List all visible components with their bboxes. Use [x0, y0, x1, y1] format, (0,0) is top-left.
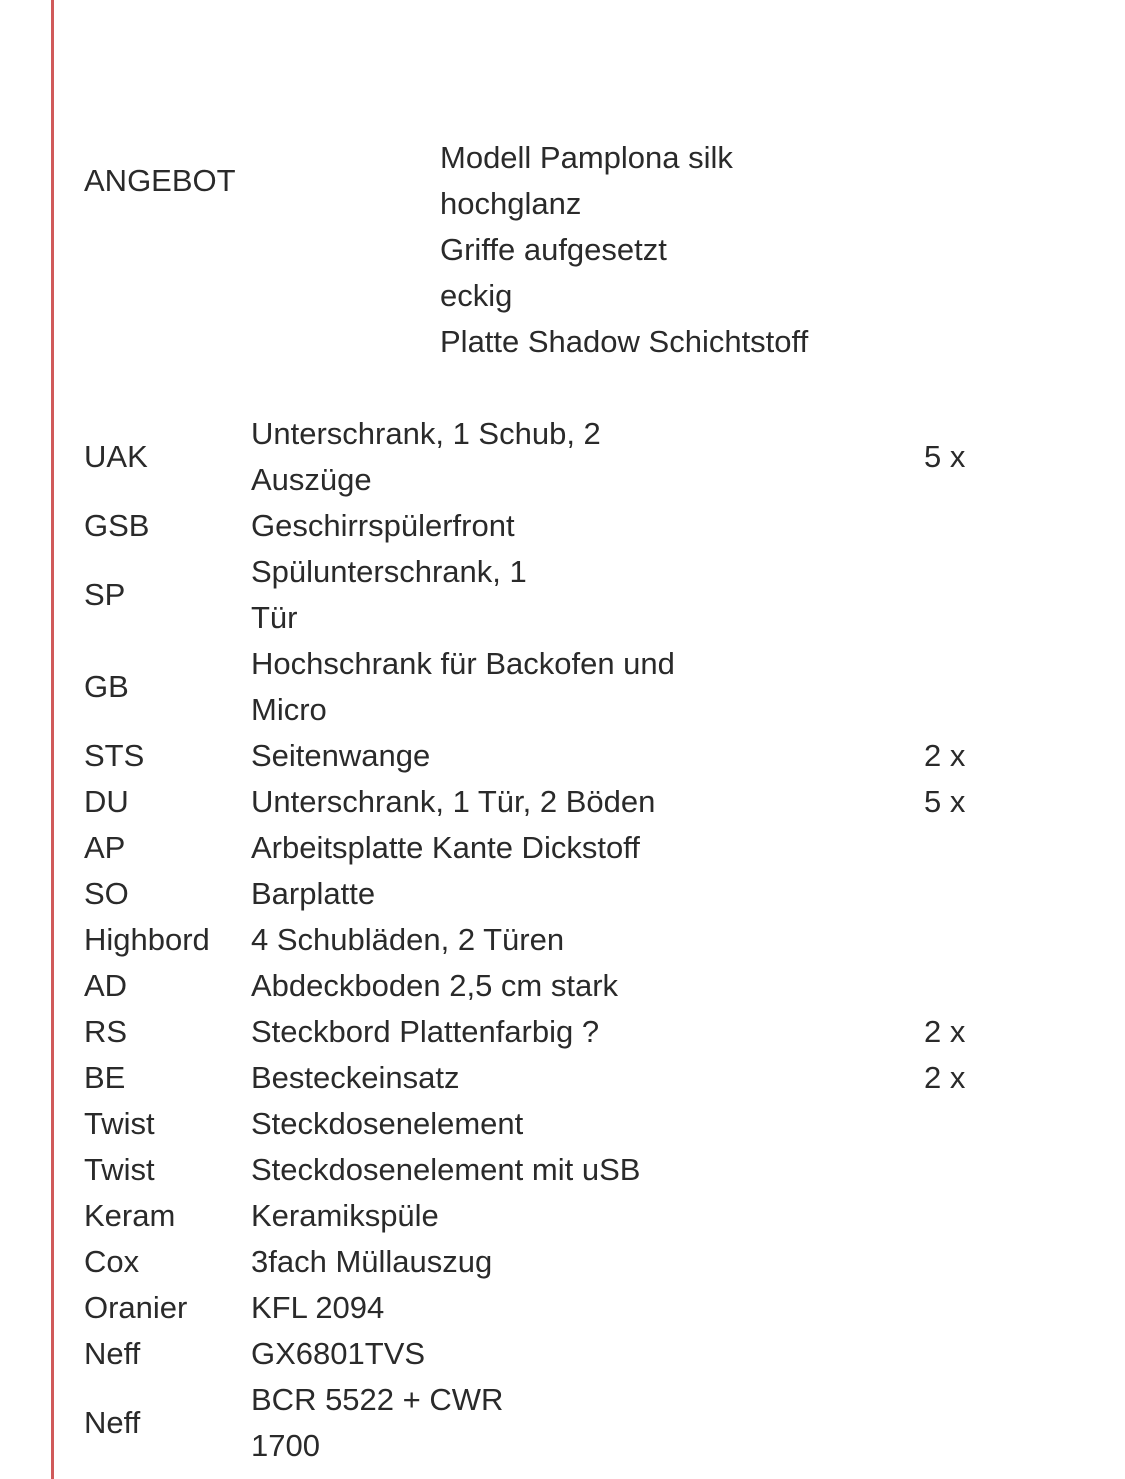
- model-description-line: Modell Pamplona silk: [440, 140, 733, 175]
- item-code: Keram: [84, 1198, 176, 1233]
- item-code: Neff: [84, 1405, 141, 1440]
- item-row: Neff GX6801TVS: [84, 1331, 1084, 1377]
- item-code: AD: [84, 968, 128, 1003]
- item-code: BE: [84, 1060, 126, 1095]
- model-description-line: hochglanz: [440, 186, 582, 221]
- item-code: Oranier: [84, 1290, 188, 1325]
- item-row: Twist Steckdosenelement: [84, 1101, 1084, 1147]
- item-code: GSB: [84, 508, 150, 543]
- item-description: Arbeitsplatte Kante Dickstoff: [251, 825, 924, 871]
- item-row: AP Arbeitsplatte Kante Dickstoff: [84, 825, 1084, 871]
- item-description-line: Steckdosenelement: [251, 1106, 524, 1141]
- item-row: RS Steckbord Plattenfarbig ? 2 x: [84, 1009, 1084, 1055]
- item-description: Seitenwange: [251, 733, 924, 779]
- item-description: 3fach Müllauszug: [251, 1239, 924, 1285]
- item-description: Besteckeinsatz: [251, 1055, 924, 1101]
- item-quantity: 2 x: [924, 1060, 966, 1095]
- item-row: Twist Steckdosenelement mit uSB: [84, 1147, 1084, 1193]
- item-description: Steckdosenelement: [251, 1101, 924, 1147]
- item-code: SO: [84, 876, 129, 911]
- item-code: Neff: [84, 1336, 141, 1371]
- item-code: STS: [84, 738, 145, 773]
- item-description: Steckdosenelement mit uSB: [251, 1147, 924, 1193]
- item-description: BCR 5522 + CWR 1700: [251, 1377, 924, 1469]
- item-code: AP: [84, 830, 126, 865]
- item-description: 4 Schubläden, 2 Türen: [251, 917, 924, 963]
- item-description-line: Arbeitsplatte Kante Dickstoff: [251, 830, 640, 865]
- item-code: RS: [84, 1014, 128, 1049]
- item-description: Spülunterschrank, 1 Tür: [251, 549, 924, 641]
- item-description-line: Auszüge: [251, 462, 372, 497]
- item-description-line: Seitenwange: [251, 738, 431, 773]
- item-description-line: Hochschrank für Backofen und: [251, 646, 675, 681]
- offer-model-description: Modell Pamplona silk hochglanz Griffe aufg…: [440, 135, 808, 365]
- item-description: Unterschrank, 1 Tür, 2 Böden: [251, 779, 924, 825]
- item-code: Cox: [84, 1244, 140, 1279]
- item-description-line: Barplatte: [251, 876, 376, 911]
- item-description-line: Besteckeinsatz: [251, 1060, 460, 1095]
- item-code: Twist: [84, 1106, 155, 1141]
- item-description-line: 4 Schubläden, 2 Türen: [251, 922, 565, 957]
- item-description-line: Unterschrank, 1 Schub, 2: [251, 416, 601, 451]
- item-description: Hochschrank für Backofen und Micro: [251, 641, 924, 733]
- item-row: Highbord 4 Schubläden, 2 Türen: [84, 917, 1084, 963]
- model-description-line: Platte Shadow Schichtstoff: [440, 324, 809, 359]
- item-description-line: BCR 5522 + CWR: [251, 1382, 504, 1417]
- item-description: KFL 2094: [251, 1285, 924, 1331]
- item-description: Abdeckboden 2,5 cm stark: [251, 963, 924, 1009]
- item-row: GB Hochschrank für Backofen und Micro: [84, 641, 1084, 733]
- item-row: GSB Geschirrspülerfront: [84, 503, 1084, 549]
- item-row: AD Abdeckboden 2,5 cm stark: [84, 963, 1084, 1009]
- item-description-line: Unterschrank, 1 Tür, 2 Böden: [251, 784, 656, 819]
- item-row: UAK Unterschrank, 1 Schub, 2 Auszüge 5 x: [84, 411, 1084, 503]
- item-code: SP: [84, 577, 126, 612]
- item-quantity: 2 x: [924, 1014, 966, 1049]
- item-description-line: Geschirrspülerfront: [251, 508, 515, 543]
- item-row: Oranier KFL 2094: [84, 1285, 1084, 1331]
- item-code: Highbord: [84, 922, 210, 957]
- item-row: SO Barplatte: [84, 871, 1084, 917]
- item-row: Keram Keramikspüle: [84, 1193, 1084, 1239]
- item-description: Steckbord Plattenfarbig ?: [251, 1009, 924, 1055]
- item-description-line: Steckdosenelement mit uSB: [251, 1152, 641, 1187]
- item-quantity: 5 x: [924, 439, 966, 474]
- item-row: SP Spülunterschrank, 1 Tür: [84, 549, 1084, 641]
- item-row: STS Seitenwange 2 x: [84, 733, 1084, 779]
- model-description-line: Griffe aufgesetzt: [440, 232, 667, 267]
- item-description-line: 3fach Müllauszug: [251, 1244, 493, 1279]
- item-description-line: Steckbord Plattenfarbig ?: [251, 1014, 600, 1049]
- item-description-line: KFL 2094: [251, 1290, 385, 1325]
- item-description: GX6801TVS: [251, 1331, 924, 1377]
- item-list: UAK Unterschrank, 1 Schub, 2 Auszüge 5 x GSB…: [84, 411, 1084, 1469]
- margin-line: [51, 0, 54, 1479]
- item-code: GB: [84, 669, 129, 704]
- item-description: Unterschrank, 1 Schub, 2 Auszüge: [251, 411, 924, 503]
- item-description-line: 1700: [251, 1428, 320, 1463]
- item-row: Cox 3fach Müllauszug: [84, 1239, 1084, 1285]
- item-description-line: Keramikspüle: [251, 1198, 439, 1233]
- offer-title: ANGEBOT: [84, 163, 236, 198]
- item-code: UAK: [84, 439, 148, 474]
- item-quantity: 2 x: [924, 738, 966, 773]
- item-row: Neff BCR 5522 + CWR 1700: [84, 1377, 1084, 1469]
- item-code: DU: [84, 784, 129, 819]
- item-row: BE Besteckeinsatz 2 x: [84, 1055, 1084, 1101]
- item-code: Twist: [84, 1152, 155, 1187]
- item-row: DU Unterschrank, 1 Tür, 2 Böden 5 x: [84, 779, 1084, 825]
- item-quantity: 5 x: [924, 784, 966, 819]
- item-description-line: Tür: [251, 600, 298, 635]
- item-description: Keramikspüle: [251, 1193, 924, 1239]
- item-description-line: Abdeckboden 2,5 cm stark: [251, 968, 619, 1003]
- item-description-line: Micro: [251, 692, 327, 727]
- item-description: Geschirrspülerfront: [251, 503, 924, 549]
- item-description: Barplatte: [251, 871, 924, 917]
- item-description-line: GX6801TVS: [251, 1336, 426, 1371]
- item-description-line: Spülunterschrank, 1: [251, 554, 527, 589]
- model-description-line: eckig: [440, 278, 513, 313]
